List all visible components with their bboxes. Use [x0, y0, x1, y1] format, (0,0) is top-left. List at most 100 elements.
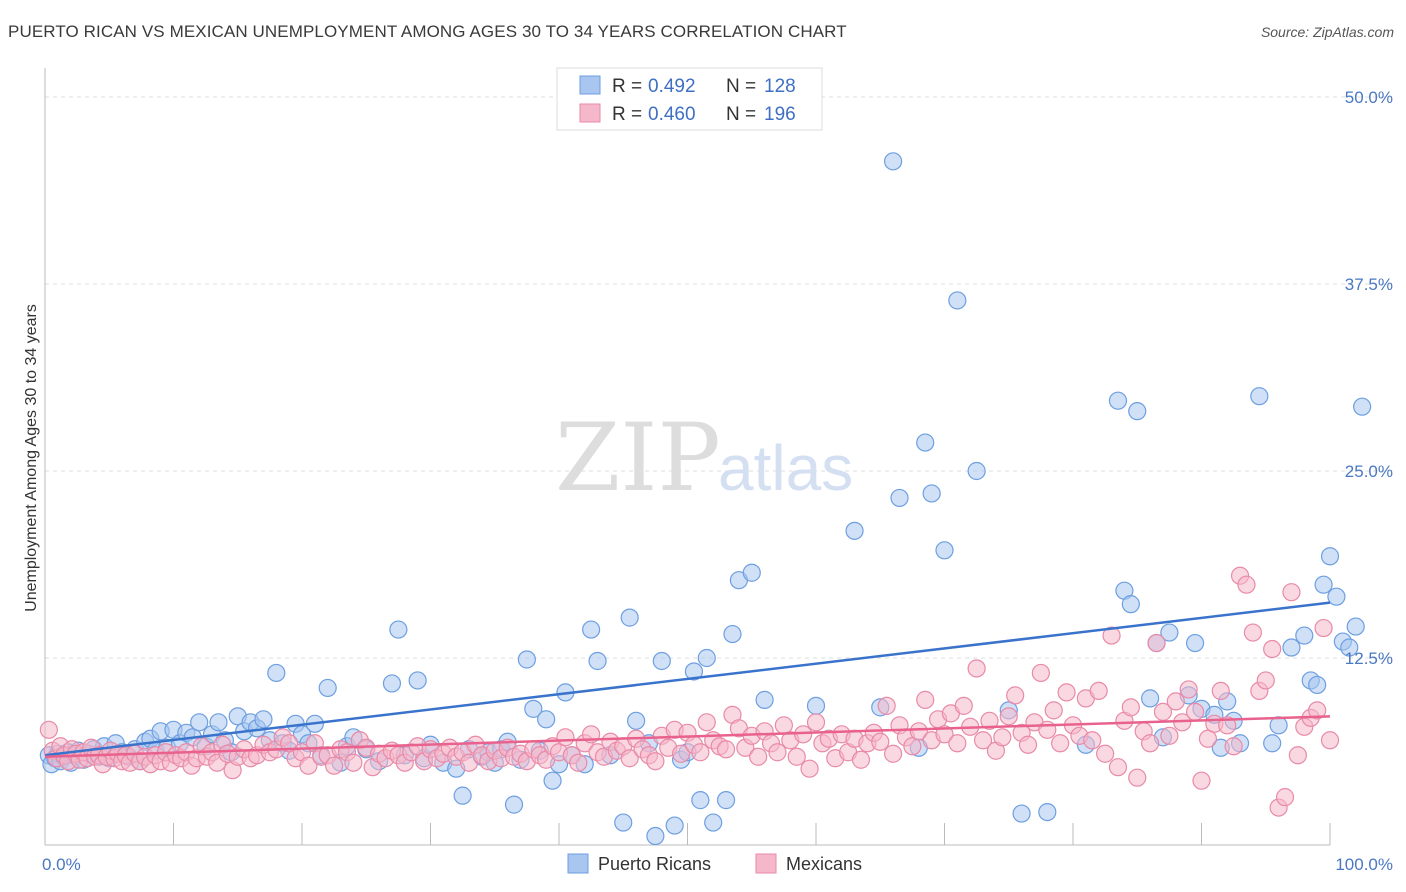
bottom-legend-mexicans: Mexicans	[786, 854, 862, 874]
data-point	[543, 771, 562, 790]
data-point	[967, 461, 986, 481]
data-point	[408, 671, 427, 690]
data-point	[716, 740, 736, 759]
axes	[44, 68, 1331, 846]
data-point	[704, 813, 723, 832]
data-point	[389, 620, 408, 639]
data-point	[877, 696, 896, 715]
legend-r-value-puerto-ricans: 0.492	[648, 76, 696, 97]
data-point	[916, 433, 935, 452]
y-axis-label: Unemployment Among Ages 30 to 34 years	[23, 304, 40, 612]
data-point	[299, 756, 318, 775]
data-point	[749, 747, 768, 766]
legend-r-value-mexicans: 0.460	[648, 104, 696, 125]
data-point	[1160, 726, 1179, 745]
data-point	[723, 624, 742, 644]
data-point	[1263, 639, 1282, 659]
data-point	[1018, 735, 1038, 754]
x-tick-labels: 0.0% 100.0%	[42, 855, 1393, 874]
legend-swatch-puerto-ricans	[579, 75, 601, 95]
data-point	[1327, 587, 1346, 606]
data-point	[1147, 633, 1166, 653]
data-point	[1282, 638, 1301, 657]
data-point	[453, 786, 472, 805]
data-point	[742, 563, 761, 582]
data-point	[954, 696, 973, 715]
watermark: ZIP atlas	[555, 404, 853, 513]
data-point	[1314, 618, 1333, 638]
data-point	[652, 651, 671, 671]
data-point	[1346, 617, 1365, 636]
watermark-atlas: atlas	[718, 432, 853, 504]
data-point	[1295, 626, 1314, 645]
data-point	[871, 732, 890, 751]
trend-line-mexicans	[44, 715, 1331, 758]
data-point	[344, 753, 363, 772]
data-point	[1185, 633, 1205, 653]
data-point	[1083, 731, 1102, 750]
data-point	[845, 521, 864, 540]
data-point	[646, 752, 665, 771]
bottom-legend-puerto-ricans: Puerto Ricans	[598, 854, 711, 874]
data-point	[280, 734, 299, 753]
data-point	[1198, 729, 1218, 748]
data-point	[948, 291, 967, 310]
data-point	[1308, 675, 1327, 695]
data-point	[537, 710, 556, 729]
series-mexicans	[39, 566, 1340, 817]
data-point	[39, 720, 58, 739]
data-point	[916, 690, 935, 709]
data-point	[1353, 397, 1372, 416]
data-point	[948, 734, 967, 753]
data-point	[1038, 802, 1057, 822]
data-point	[620, 749, 639, 768]
data-point	[980, 711, 999, 730]
data-point	[569, 753, 588, 772]
data-point	[967, 659, 986, 678]
data-point	[993, 728, 1012, 747]
data-point	[999, 707, 1018, 726]
bottom-legend-swatch-mexicans	[755, 853, 777, 874]
data-point	[671, 744, 691, 763]
data-point	[716, 791, 736, 810]
source-label: Source: ZipAtlas.com	[1260, 24, 1394, 40]
data-point	[1006, 686, 1025, 705]
data-point	[1128, 402, 1147, 421]
data-point	[209, 713, 228, 732]
data-point	[1237, 575, 1256, 594]
data-point	[1218, 716, 1237, 735]
data-point	[1320, 731, 1340, 750]
legend-r-label: R =	[612, 104, 642, 125]
data-point	[697, 713, 716, 732]
data-point	[800, 759, 819, 778]
data-point	[1288, 746, 1307, 765]
data-point	[1179, 680, 1198, 699]
data-point	[1108, 391, 1128, 410]
data-point	[588, 651, 607, 671]
data-point	[614, 813, 633, 832]
data-point	[1243, 623, 1263, 642]
data-point	[1121, 595, 1140, 614]
legend-n-value-mexicans: 196	[764, 104, 796, 125]
data-point	[1282, 583, 1301, 602]
data-point	[806, 713, 826, 732]
legend-swatch-mexicans	[579, 103, 601, 123]
data-points	[39, 152, 1372, 846]
data-point	[1320, 547, 1340, 566]
data-point	[691, 743, 710, 762]
data-point	[691, 791, 710, 810]
data-point	[1314, 575, 1333, 594]
data-point	[1160, 623, 1179, 642]
data-point	[665, 816, 684, 835]
data-point	[1140, 689, 1160, 708]
data-point	[903, 737, 922, 756]
y-tick-labels: 12.5% 25.0% 37.5% 50.0%	[1345, 88, 1393, 668]
y-tick-label-3: 50.0%	[1345, 88, 1393, 107]
data-point	[1224, 737, 1243, 756]
data-point	[1121, 698, 1140, 717]
data-point	[1166, 692, 1185, 711]
data-point	[318, 678, 337, 698]
data-point	[382, 674, 402, 693]
data-point	[254, 710, 273, 729]
data-point	[524, 699, 543, 718]
